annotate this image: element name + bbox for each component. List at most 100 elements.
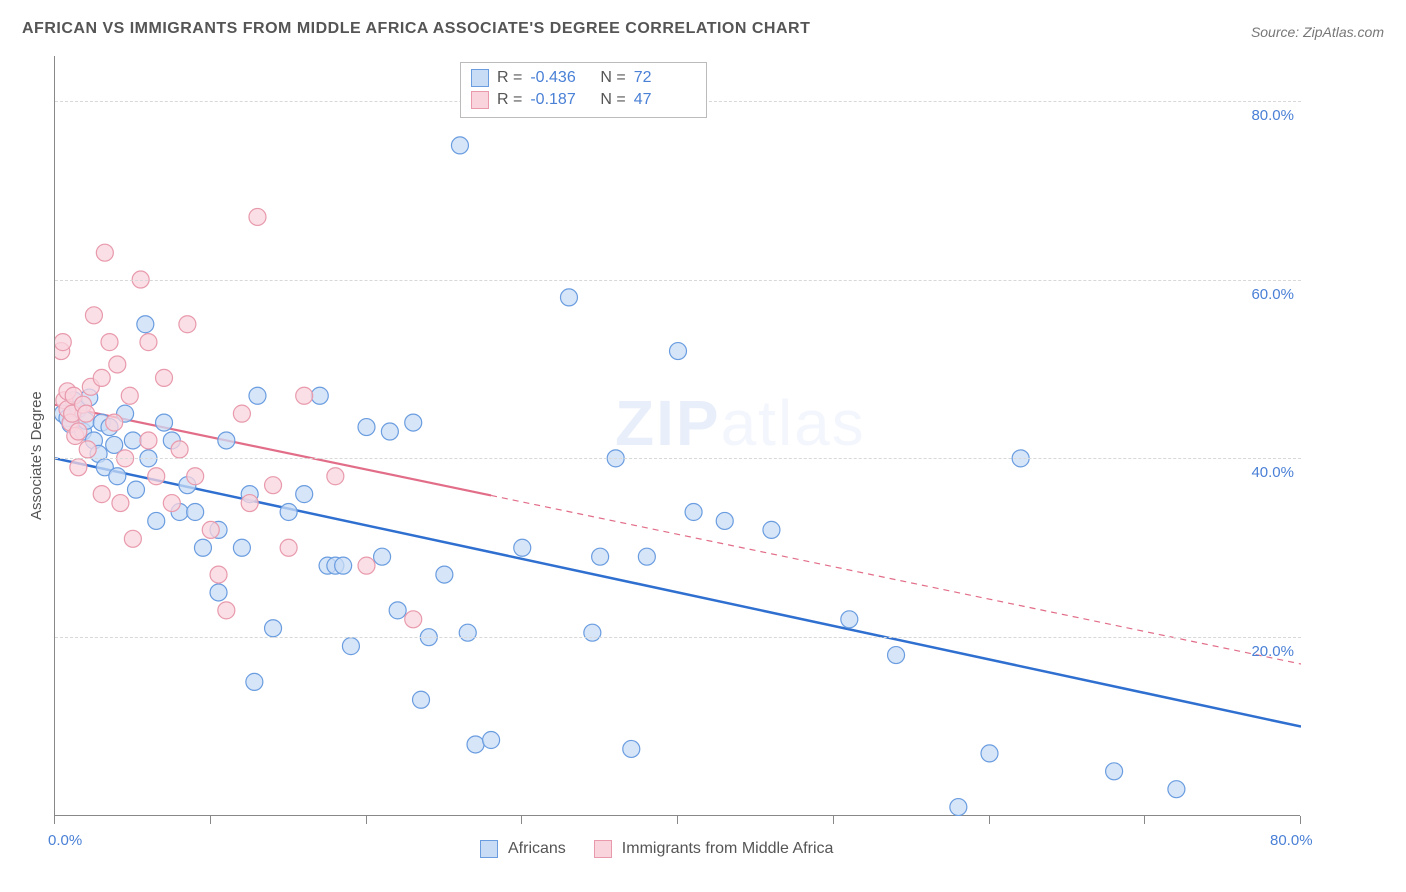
point-middle_africa [121, 387, 138, 404]
point-africans [187, 504, 204, 521]
x-tick [989, 816, 990, 824]
x-tick [1144, 816, 1145, 824]
point-middle_africa [140, 334, 157, 351]
x-tick-label: 80.0% [1270, 832, 1313, 849]
point-middle_africa [78, 405, 95, 422]
r-label: R = [497, 67, 522, 89]
swatch-middle_africa [471, 91, 489, 109]
n-value: 72 [634, 67, 696, 89]
point-middle_africa [327, 468, 344, 485]
point-africans [246, 673, 263, 690]
point-middle_africa [101, 334, 118, 351]
source-name: ZipAtlas.com [1303, 24, 1384, 40]
point-africans [156, 414, 173, 431]
point-africans [451, 137, 468, 154]
point-africans [389, 602, 406, 619]
point-africans [249, 387, 266, 404]
point-middle_africa [93, 486, 110, 503]
y-tick-label: 60.0% [1251, 286, 1294, 303]
point-africans [716, 512, 733, 529]
y-tick-label: 40.0% [1251, 464, 1294, 481]
x-tick [366, 816, 367, 824]
chart-title: AFRICAN VS IMMIGRANTS FROM MIDDLE AFRICA… [22, 20, 810, 38]
point-africans [137, 316, 154, 333]
swatch-africans [471, 69, 489, 87]
y-tick-label: 80.0% [1251, 107, 1294, 124]
point-africans [763, 521, 780, 538]
point-africans [841, 611, 858, 628]
x-tick-label: 0.0% [48, 832, 82, 849]
r-value: -0.436 [530, 67, 592, 89]
point-africans [638, 548, 655, 565]
point-africans [436, 566, 453, 583]
x-tick [210, 816, 211, 824]
x-tick [833, 816, 834, 824]
x-tick [54, 816, 55, 824]
gridline [55, 637, 1301, 638]
point-middle_africa [249, 208, 266, 225]
point-middle_africa [85, 307, 102, 324]
n-value: 47 [634, 89, 696, 111]
point-middle_africa [79, 441, 96, 458]
point-africans [311, 387, 328, 404]
point-middle_africa [171, 441, 188, 458]
point-africans [981, 745, 998, 762]
stats-row-middle_africa: R =-0.187N =47 [471, 89, 696, 111]
point-middle_africa [70, 423, 87, 440]
legend-swatch-africans [480, 840, 498, 858]
point-middle_africa [296, 387, 313, 404]
point-africans [109, 468, 126, 485]
stats-legend: R =-0.436N =72R =-0.187N =47 [460, 62, 707, 118]
n-label: N = [600, 89, 625, 111]
point-africans [374, 548, 391, 565]
point-africans [342, 638, 359, 655]
point-africans [296, 486, 313, 503]
point-africans [233, 539, 250, 556]
stats-row-africans: R = -0.436 N = 72 [471, 67, 696, 89]
point-africans [467, 736, 484, 753]
point-africans [358, 419, 375, 436]
n-label: N = [600, 67, 625, 89]
point-middle_africa [124, 530, 141, 547]
point-africans [335, 557, 352, 574]
point-africans [265, 620, 282, 637]
point-middle_africa [140, 432, 157, 449]
point-africans [210, 584, 227, 601]
point-africans [148, 512, 165, 529]
r-label: R = [497, 89, 522, 111]
point-africans [124, 432, 141, 449]
legend-label-middle_africa: Immigrants from Middle Africa [622, 840, 834, 858]
point-middle_africa [109, 356, 126, 373]
point-africans [592, 548, 609, 565]
point-africans [483, 732, 500, 749]
point-middle_africa [179, 316, 196, 333]
x-tick [1300, 816, 1301, 824]
point-middle_africa [202, 521, 219, 538]
point-middle_africa [187, 468, 204, 485]
point-africans [413, 691, 430, 708]
x-tick [521, 816, 522, 824]
gridline [55, 458, 1301, 459]
gridline [55, 280, 1301, 281]
point-africans [1106, 763, 1123, 780]
point-middle_africa [55, 334, 71, 351]
point-middle_africa [358, 557, 375, 574]
source-attribution: Source: ZipAtlas.com [1251, 24, 1384, 40]
y-tick-label: 20.0% [1251, 643, 1294, 660]
point-africans [584, 624, 601, 641]
legend-label-africans: Africans [508, 840, 566, 858]
point-africans [950, 799, 967, 816]
legend-swatch-middle_africa [594, 840, 612, 858]
point-africans [194, 539, 211, 556]
point-africans [888, 647, 905, 664]
point-middle_africa [70, 459, 87, 476]
point-middle_africa [148, 468, 165, 485]
point-africans [127, 481, 144, 498]
series-legend: Africans Immigrants from Middle Africa [480, 840, 851, 858]
point-middle_africa [96, 244, 113, 261]
source-prefix: Source: [1251, 24, 1303, 40]
point-africans [1168, 781, 1185, 798]
point-middle_africa [265, 477, 282, 494]
point-middle_africa [405, 611, 422, 628]
point-middle_africa [210, 566, 227, 583]
